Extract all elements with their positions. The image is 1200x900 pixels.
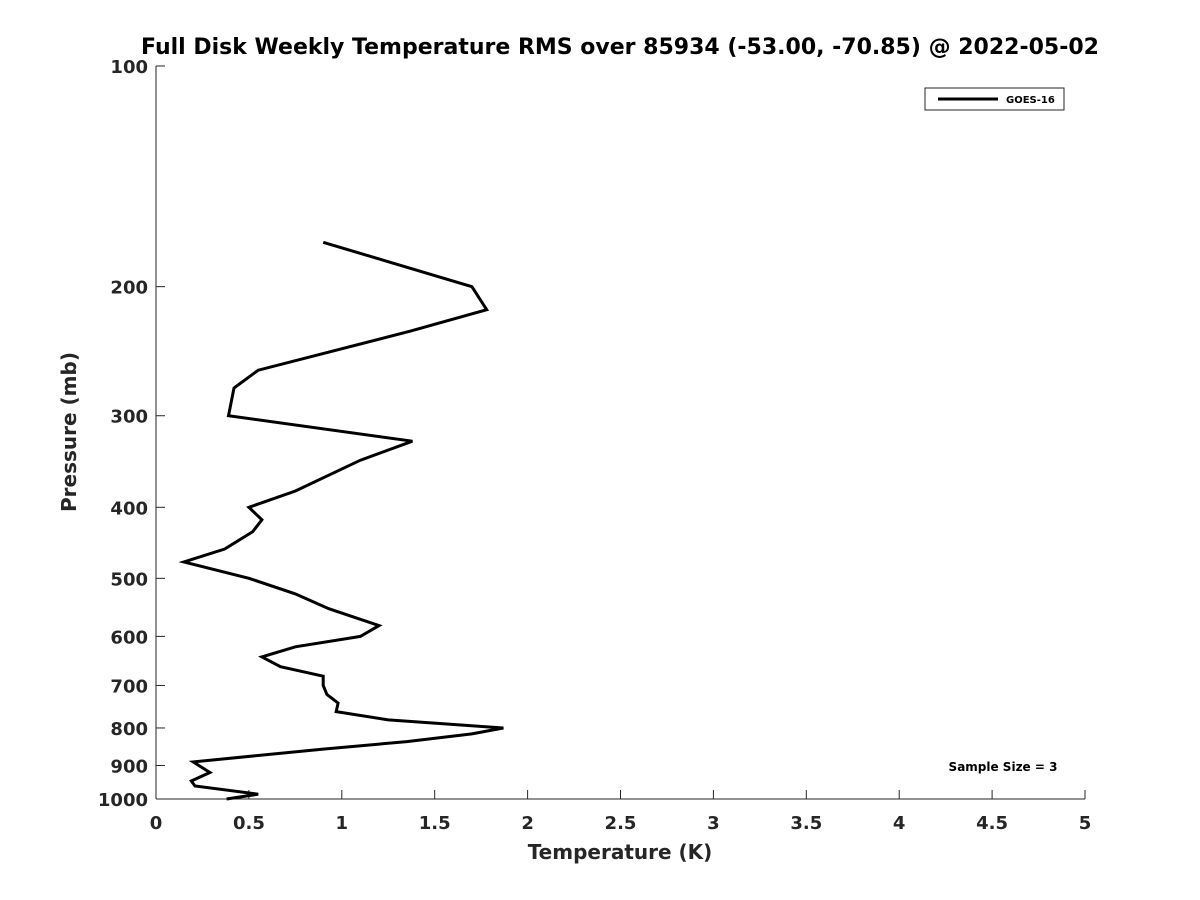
x-tick-label: 4.5 <box>976 813 1008 834</box>
axis-ticks: 0 0.5 1 1.5 2 2.5 3 3.5 4 4.5 5 100 200 300 400 500 600 7… <box>98 57 1091 834</box>
sample-size-annotation: Sample Size = 3 <box>949 760 1058 774</box>
axes <box>155 66 1085 800</box>
legend-label-goes-16: GOES-16 <box>1006 95 1055 106</box>
series-lines <box>178 240 504 801</box>
y-tick-label: 700 <box>110 676 148 697</box>
y-axis-label: Pressure (mb) <box>57 352 81 512</box>
series-line-goes-16 <box>178 240 504 801</box>
y-tick-label: 100 <box>110 57 148 78</box>
y-tick-label: 600 <box>110 627 148 648</box>
x-tick-label: 4 <box>893 813 906 834</box>
y-tick-label: 300 <box>110 407 148 428</box>
x-tick-label: 1 <box>336 813 349 834</box>
y-tick-label: 500 <box>110 569 148 590</box>
x-axis-label: Temperature (K) <box>528 840 713 864</box>
y-tick-label: 200 <box>110 278 148 299</box>
y-tick-label: 400 <box>110 498 148 519</box>
legend: GOES-16 <box>924 87 1065 111</box>
x-tick-label: 2 <box>521 813 534 834</box>
y-tick-label: 900 <box>110 756 148 777</box>
x-tick-label: 0.5 <box>233 813 265 834</box>
y-tick-label: 800 <box>110 719 148 740</box>
x-tick-label: 3 <box>707 813 720 834</box>
chart-title: Full Disk Weekly Temperature RMS over 85… <box>141 35 1099 60</box>
x-tick-label: 1.5 <box>419 813 451 834</box>
x-tick-label: 2.5 <box>605 813 637 834</box>
y-tick-label: 1000 <box>98 790 148 811</box>
x-tick-label: 3.5 <box>790 813 822 834</box>
x-tick-label: 0 <box>150 813 163 834</box>
x-tick-label: 5 <box>1079 813 1092 834</box>
